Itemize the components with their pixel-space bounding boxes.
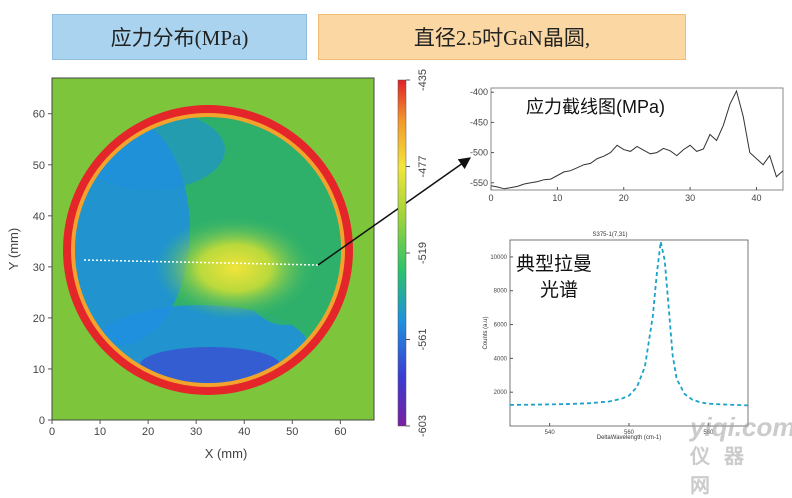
linescan-arrow — [317, 157, 471, 266]
colorbar-tick-label: -435 — [417, 69, 429, 91]
heatmap-xtick-label: 10 — [94, 426, 106, 438]
heatmap-xtick-label: 60 — [334, 426, 346, 438]
wafer-info-tag: 直径2.5吋GaN晶圆, — [318, 14, 686, 60]
linescan-ytick-label: -400 — [470, 87, 488, 97]
linescan-xtick-label: 30 — [685, 193, 695, 203]
linescan-xtick-label: 20 — [619, 193, 629, 203]
colorbar-tick-label: -519 — [417, 242, 429, 264]
linescan-ytick-label: -550 — [470, 178, 488, 188]
watermark-bottom: 仪器网 — [690, 446, 758, 497]
raman-ytick-label: 2000 — [494, 390, 508, 396]
colorbar: -435 -477 -519 -561 -603 — [397, 69, 429, 437]
heatmap-ytick-label: 20 — [33, 313, 45, 325]
stress-distribution-label: 应力分布(MPa) — [110, 26, 249, 50]
high-stress-core — [155, 216, 315, 320]
heatmap-ytick-label: 0 — [39, 415, 45, 427]
raman-chart: S375-1(7,31) 540 560 580 2000 4000 6000 8000 10… — [478, 228, 756, 446]
colorbar-tick-label: -477 — [417, 155, 429, 177]
colorbar-ticks: -435 -477 -519 -561 -603 — [406, 69, 429, 437]
raman-xtick-label: 560 — [624, 430, 635, 436]
heatmap-xtick-label: 30 — [190, 426, 202, 438]
raman-ytick-label: 8000 — [494, 289, 508, 295]
raman-plot-title: S375-1(7,31) — [592, 232, 627, 238]
stress-distribution-tag: 应力分布(MPa) — [52, 14, 307, 60]
heatmap-ytick-label: 40 — [33, 211, 45, 223]
raman-title-line1: 典型拉曼 — [516, 253, 592, 275]
heatmap-xtick-label: 50 — [286, 426, 298, 438]
linescan-ytick-label: -500 — [470, 148, 488, 158]
raman-ytick-label: 4000 — [494, 356, 508, 362]
stress-heatmap: 0 10 20 30 40 50 60 0 10 20 30 40 50 60 X (mm) Y (mm) — [6, 77, 471, 461]
very-low-stress-region — [140, 347, 280, 383]
linescan-axes: 0 10 20 30 40 -400 -450 -500 -550 — [470, 87, 761, 203]
wafer-info-label: 直径2.5吋GaN晶圆, — [413, 26, 591, 50]
heatmap-ytick-label: 10 — [33, 364, 45, 376]
heatmap-xtick-label: 20 — [142, 426, 154, 438]
raman-axes: 540 560 580 2000 4000 6000 8000 10000 — [490, 255, 714, 436]
linescan-series-line — [490, 89, 784, 190]
linescan-xtick-label: 10 — [552, 193, 562, 203]
raman-ytick-label: 10000 — [490, 255, 507, 261]
raman-title-line2: 光谱 — [540, 279, 578, 301]
heatmap-xlabel: X (mm) — [205, 446, 248, 461]
linescan-frame — [490, 87, 784, 191]
linescan-title: 应力截线图(MPa) — [526, 97, 665, 117]
raman-xlabel: DeltaWavelength (cm-1) — [597, 435, 661, 441]
raman-xtick-label: 580 — [703, 430, 714, 436]
watermark: yiqi.com 仪器网 — [660, 410, 792, 497]
heatmap-ytick-label: 60 — [33, 109, 45, 121]
figure-canvas: 0 10 20 30 40 50 60 0 10 20 30 40 50 60 X (mm) Y (mm)… — [6, 69, 784, 461]
heatmap-axes: 0 10 20 30 40 50 60 0 10 20 30 40 50 60 — [33, 109, 347, 438]
heatmap-ylabel: Y (mm) — [6, 228, 21, 270]
linescan-ytick-label: -450 — [470, 117, 488, 127]
heatmap-ytick-label: 30 — [33, 262, 45, 274]
watermark-top: yiqi.com — [690, 412, 792, 442]
raman-ylabel: Counts (a.u) — [483, 316, 489, 349]
colorbar-tick-label: -603 — [417, 415, 429, 437]
heatmap-xtick-label: 40 — [238, 426, 250, 438]
colorbar-gradient — [397, 79, 407, 427]
raman-xtick-label: 540 — [545, 430, 556, 436]
linescan-xtick-label: 40 — [751, 193, 761, 203]
heatmap-xtick-label: 0 — [49, 426, 55, 438]
raman-series-line — [509, 241, 749, 407]
colorbar-tick-label: -561 — [417, 328, 429, 350]
linescan-chart: 0 10 20 30 40 -400 -450 -500 -550 应力截线图(MPa) — [470, 87, 784, 203]
linescan-xtick-label: 0 — [488, 193, 493, 203]
linescan-path — [83, 259, 319, 266]
raman-ytick-label: 6000 — [494, 323, 508, 329]
heatmap-ytick-label: 50 — [33, 160, 45, 172]
